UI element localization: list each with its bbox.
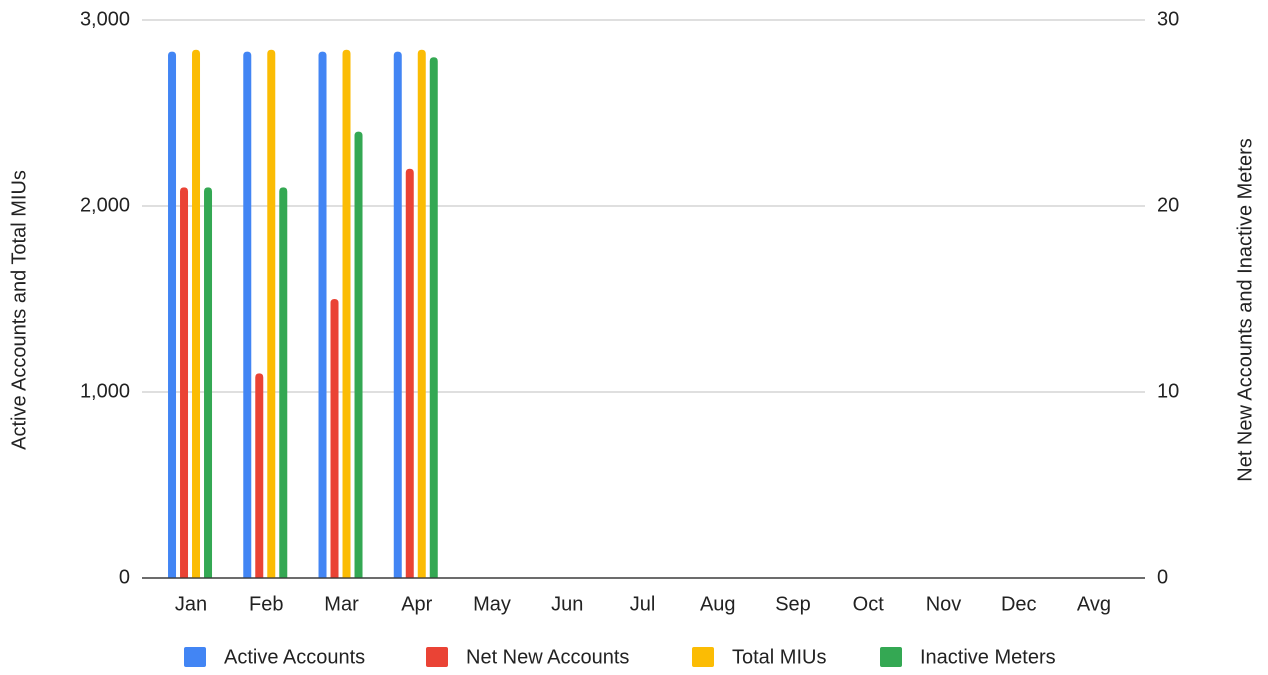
- legend-swatch: [880, 647, 902, 667]
- y2-tick-label: 0: [1157, 566, 1168, 588]
- y2-tick-label: 20: [1157, 194, 1179, 216]
- bar: [393, 51, 402, 579]
- bar: [279, 187, 288, 578]
- y-tick-label: 1,000: [80, 380, 130, 402]
- bar: [429, 57, 438, 578]
- x-tick-label: Jun: [551, 593, 583, 615]
- legend-label: Active Accounts: [224, 646, 365, 668]
- legend-label: Total MIUs: [732, 646, 826, 668]
- x-tick-label: Nov: [926, 593, 962, 615]
- bar: [192, 49, 201, 578]
- legend-swatch: [184, 647, 206, 667]
- y-axis-label: Active Accounts and Total MIUs: [8, 170, 30, 450]
- bar: [318, 51, 327, 579]
- y-tick-label: 0: [119, 566, 130, 588]
- bar: [243, 51, 252, 579]
- bar: [342, 49, 351, 578]
- bar: [354, 131, 363, 578]
- x-tick-label: Feb: [249, 593, 283, 615]
- y-tick-label: 2,000: [80, 194, 130, 216]
- bar: [330, 299, 339, 578]
- y2-tick-label: 10: [1157, 380, 1179, 402]
- bar: [204, 187, 213, 578]
- bar: [417, 49, 426, 578]
- bar: [180, 187, 189, 578]
- legend-swatch: [692, 647, 714, 667]
- legend-swatch: [426, 647, 448, 667]
- y2-axis-label: Net New Accounts and Inactive Meters: [1234, 138, 1256, 482]
- x-tick-label: Dec: [1001, 593, 1037, 615]
- x-tick-label: Jul: [630, 593, 656, 615]
- x-tick-label: Mar: [324, 593, 359, 615]
- y2-tick-label: 30: [1157, 8, 1179, 30]
- bar: [405, 168, 414, 579]
- x-tick-label: May: [473, 593, 511, 615]
- bar: [267, 49, 276, 578]
- x-tick-label: Avg: [1077, 593, 1111, 615]
- x-tick-label: Sep: [775, 593, 811, 615]
- x-tick-label: Aug: [700, 593, 736, 615]
- x-tick-label: Apr: [401, 593, 432, 615]
- legend-label: Inactive Meters: [920, 646, 1056, 668]
- legend-label: Net New Accounts: [466, 646, 629, 668]
- bar: [255, 373, 264, 578]
- x-tick-label: Oct: [853, 593, 885, 615]
- y-tick-label: 3,000: [80, 8, 130, 30]
- x-tick-label: Jan: [175, 593, 207, 615]
- bar: [168, 51, 177, 579]
